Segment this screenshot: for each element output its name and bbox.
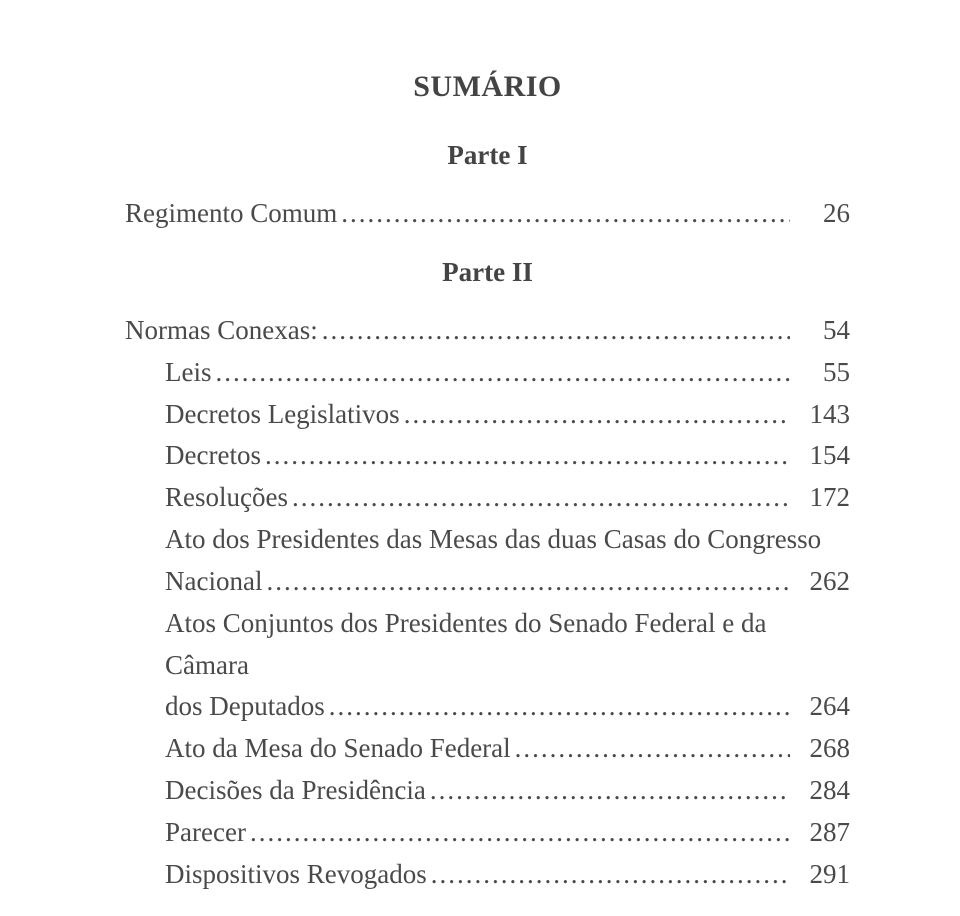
toc-page: 54 [790, 310, 850, 352]
toc-entry-line1: Atos Conjuntos dos Presidentes do Senado… [125, 603, 850, 687]
toc-page: 284 [790, 770, 850, 812]
page-title: SUMÁRIO [125, 70, 850, 104]
section-heading-parte-i: Parte I [125, 140, 850, 171]
toc-leaders: ........................................… [337, 193, 790, 235]
toc-entry: Normas Conexas: ........................… [125, 310, 850, 352]
toc-label: Decretos [125, 435, 261, 477]
toc-page: 287 [790, 812, 850, 854]
toc-leaders: ........................................… [325, 686, 790, 728]
toc-page: 291 [790, 854, 850, 896]
toc-label: Regimento Comum [125, 193, 337, 235]
toc-label: dos Deputados [125, 686, 325, 728]
toc-leaders: ........................................… [511, 728, 790, 770]
toc-entry: Ato da Mesa do Senado Federal ..........… [125, 728, 850, 770]
toc-label: Leis [125, 352, 212, 394]
toc-page: 143 [790, 394, 850, 436]
page-container: SUMÁRIO Parte I Regimento Comum ........… [0, 0, 960, 916]
toc-page: 55 [790, 352, 850, 394]
toc-page: 268 [790, 728, 850, 770]
toc-label: Decisões da Presidência [125, 770, 426, 812]
toc-leaders: ........................................… [427, 854, 790, 896]
toc-leaders: ........................................… [261, 435, 790, 477]
toc-label: Decretos Legislativos [125, 394, 400, 436]
toc-label: Nacional [125, 561, 262, 603]
toc-part2: Normas Conexas: ........................… [125, 310, 850, 896]
section-heading-parte-ii: Parte II [125, 257, 850, 288]
toc-leaders: ........................................… [262, 561, 790, 603]
toc-page: 172 [790, 477, 850, 519]
toc-leaders: ........................................… [246, 812, 790, 854]
toc-leaders: ........................................… [400, 394, 790, 436]
toc-leaders: ........................................… [212, 352, 791, 394]
toc-entry: Decretos Legislativos ..................… [125, 394, 850, 436]
toc-entry: Decisões da Presidência ................… [125, 770, 850, 812]
toc-entry: Leis ...................................… [125, 352, 850, 394]
toc-label: Dispositivos Revogados [125, 854, 427, 896]
toc-leaders: ........................................… [426, 770, 790, 812]
toc-leaders: ........................................… [288, 477, 790, 519]
toc-page: 154 [790, 435, 850, 477]
toc-part1: Regimento Comum ........................… [125, 193, 850, 235]
toc-label: Parecer [125, 812, 246, 854]
toc-entry-line1: Ato dos Presidentes das Mesas das duas C… [125, 519, 850, 561]
toc-entry: Resoluções .............................… [125, 477, 850, 519]
toc-entry: dos Deputados ..........................… [125, 686, 850, 728]
toc-page: 262 [790, 561, 850, 603]
toc-label: Ato da Mesa do Senado Federal [125, 728, 511, 770]
toc-entry: Dispositivos Revogados .................… [125, 854, 850, 896]
toc-entry: Decretos ...............................… [125, 435, 850, 477]
toc-label: Normas Conexas: [125, 310, 318, 352]
toc-label: Resoluções [125, 477, 288, 519]
toc-page: 26 [790, 193, 850, 235]
toc-entry: Parecer ................................… [125, 812, 850, 854]
toc-page: 264 [790, 686, 850, 728]
toc-entry: Nacional ...............................… [125, 561, 850, 603]
toc-entry: Regimento Comum ........................… [125, 193, 850, 235]
toc-leaders: ........................................… [318, 310, 790, 352]
